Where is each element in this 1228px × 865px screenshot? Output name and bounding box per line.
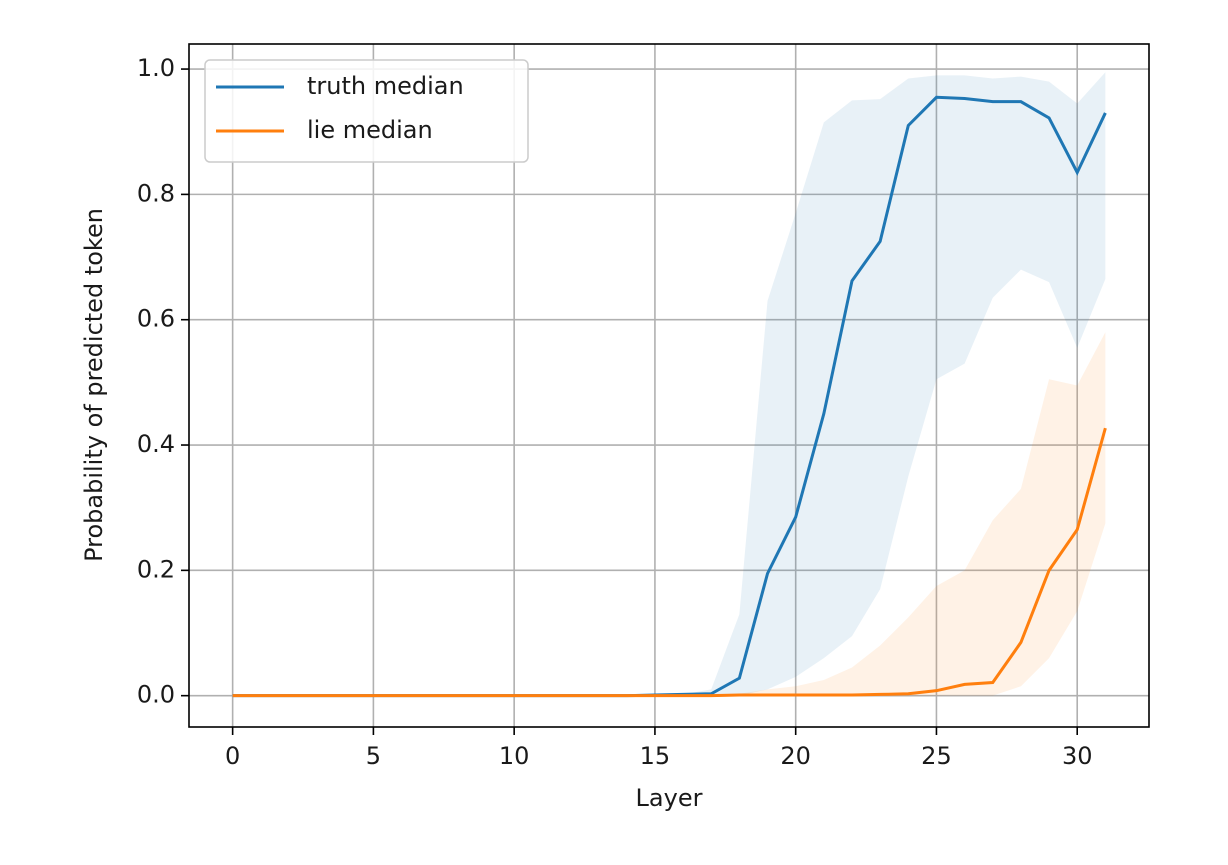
legend-label: lie median: [307, 116, 433, 144]
line: [232, 427, 1107, 698]
axes-frame: [188, 43, 1150, 728]
x-tick-label: 10: [499, 742, 530, 770]
y-tick-label: 0.8: [137, 179, 175, 207]
y-tick-label: 1.0: [137, 54, 175, 82]
x-tick-label: 5: [366, 742, 381, 770]
x-tick-label: 25: [921, 742, 952, 770]
x-tick-label: 20: [780, 742, 811, 770]
x-tick-label: 0: [225, 742, 240, 770]
band: [232, 332, 1106, 696]
x-tick-label: 15: [640, 742, 671, 770]
y-axis-label: Probability of predicted token: [80, 208, 108, 562]
legend-box: [204, 59, 529, 163]
legend-label: truth median: [307, 72, 464, 100]
y-tick-label: 0.6: [137, 305, 175, 333]
band: [232, 72, 1106, 696]
y-tick-label: 0.2: [137, 555, 175, 583]
x-axis-label: Layer: [636, 784, 703, 812]
y-tick-label: 0.4: [137, 430, 175, 458]
y-tick-label: 0.0: [137, 681, 175, 709]
x-tick-label: 30: [1062, 742, 1093, 770]
